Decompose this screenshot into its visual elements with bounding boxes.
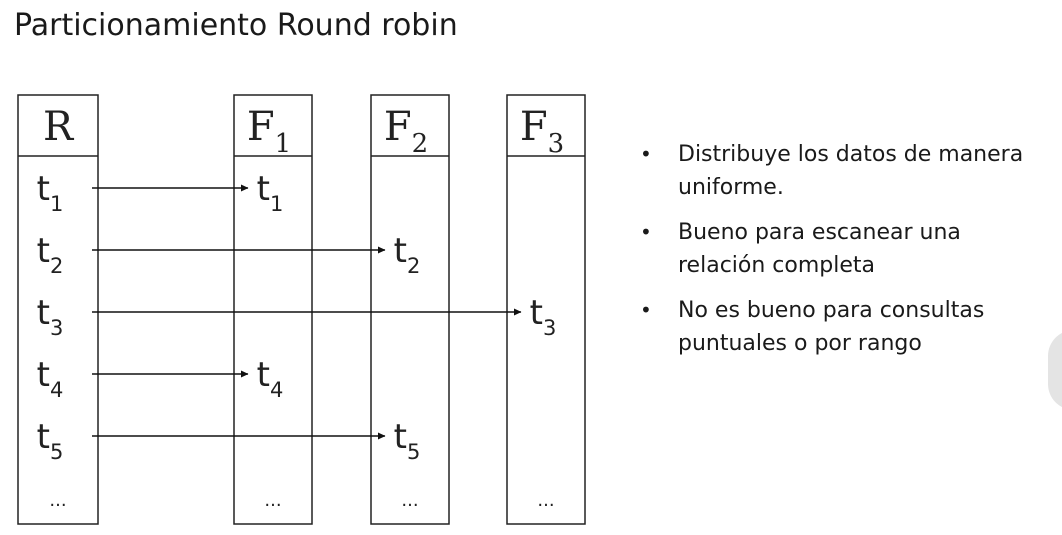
bullet-text: No es bueno para consultas puntuales o p…: [678, 298, 985, 356]
relation-r-header: R: [43, 104, 75, 150]
bullet-item: • Distribuye los datos de manera uniforme…: [636, 138, 1046, 204]
fragment-f1-header: F1: [247, 104, 291, 159]
relation-tuple-t1-base: t: [37, 169, 50, 209]
round-robin-diagram: R F1 F2 F3t1t2t3t4t5...t1t4...t2t5...t3...: [17, 94, 586, 525]
relation-tuple-t4-base: t: [37, 355, 50, 395]
relation-tuple-t4: t4: [37, 355, 64, 402]
fragment-header-base: F: [520, 104, 548, 150]
relation-tuple-t1-subscript: 1: [50, 192, 63, 216]
fragment-header-subscript: 2: [412, 129, 429, 159]
fragment-f1-box: [233, 94, 313, 525]
relation-tuple-t3-subscript: 3: [50, 316, 63, 340]
relation-tuple-t1: t1: [37, 169, 64, 216]
fragment-f2-box: [370, 94, 450, 525]
bullet-dot: •: [640, 142, 652, 166]
fragment-header-base: F: [384, 104, 412, 150]
fragment-f2-tuple-t2: t2: [394, 231, 421, 278]
fragment-f3-tuple-t3-subscript: 3: [543, 316, 556, 340]
relation-tuple-t2-base: t: [37, 231, 50, 271]
relation-tuple-t2-subscript: 2: [50, 254, 63, 278]
fragment-f2-tuple-t5-base: t: [394, 417, 407, 457]
decorative-edge-shape: [1048, 330, 1062, 410]
fragment-f2-ellipsis: ...: [401, 490, 418, 511]
fragment-f1-tuple-t1-subscript: 1: [270, 192, 283, 216]
relation-r-box: [17, 94, 99, 525]
fragment-f1-tuple-t4-subscript: 4: [270, 378, 283, 402]
bullet-item: • Bueno para escanear una relación comple…: [636, 216, 1046, 282]
bullet-item: • No es bueno para consultas puntuales o …: [636, 294, 1046, 360]
fragment-f1-tuple-t4: t4: [257, 355, 284, 402]
relation-tuple-t3: t3: [37, 293, 64, 340]
slide-title: Particionamiento Round robin: [14, 8, 458, 43]
relation-tuple-t4-subscript: 4: [50, 378, 63, 402]
bullet-dot: •: [640, 298, 652, 322]
fragment-f1-tuple-t4-base: t: [257, 355, 270, 395]
fragment-f2-tuple-t5-subscript: 5: [407, 440, 420, 464]
relation-tuple-t5-base: t: [37, 417, 50, 457]
relation-tuple-t3-base: t: [37, 293, 50, 333]
fragment-f1-tuple-t1-base: t: [257, 169, 270, 209]
bullet-dot: •: [640, 220, 652, 244]
bullet-text: Bueno para escanear una relación complet…: [678, 220, 961, 278]
relation-tuple-t2: t2: [37, 231, 64, 278]
fragment-f3-tuple-t3-base: t: [530, 293, 543, 333]
fragment-f1-tuple-t1: t1: [257, 169, 284, 216]
fragment-f2-tuple-t2-subscript: 2: [407, 254, 420, 278]
fragment-f2-tuple-t5: t5: [394, 417, 421, 464]
fragment-f3-ellipsis: ...: [537, 490, 554, 511]
fragment-f3-box: [506, 94, 586, 525]
fragment-f2-header: F2: [384, 104, 428, 159]
fragment-f2-tuple-t2-base: t: [394, 231, 407, 271]
bullet-text: Distribuye los datos de manera uniforme.: [678, 142, 1024, 200]
relation-tuple-t5: t5: [37, 417, 64, 464]
fragment-f3-header: F3: [520, 104, 564, 159]
fragment-header-subscript: 1: [275, 129, 292, 159]
fragment-header-subscript: 3: [548, 129, 565, 159]
bullet-list: • Distribuye los datos de manera uniforme…: [636, 138, 1046, 372]
relation-ellipsis: ...: [49, 490, 66, 511]
fragment-header-base: F: [247, 104, 275, 150]
fragment-f3-tuple-t3: t3: [530, 293, 557, 340]
relation-tuple-t5-subscript: 5: [50, 440, 63, 464]
fragment-f1-ellipsis: ...: [264, 490, 281, 511]
